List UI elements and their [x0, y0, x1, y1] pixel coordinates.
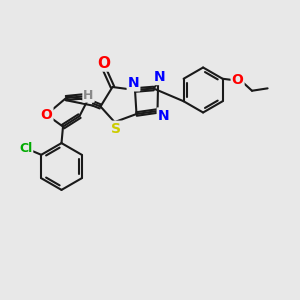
- Text: O: O: [232, 73, 244, 87]
- Text: S: S: [111, 122, 121, 136]
- Text: N: N: [128, 76, 139, 90]
- Text: O: O: [40, 108, 52, 122]
- Text: O: O: [98, 56, 111, 70]
- Text: N: N: [154, 70, 165, 84]
- Text: N: N: [158, 109, 169, 122]
- Text: Cl: Cl: [19, 142, 32, 155]
- Text: H: H: [83, 88, 94, 102]
